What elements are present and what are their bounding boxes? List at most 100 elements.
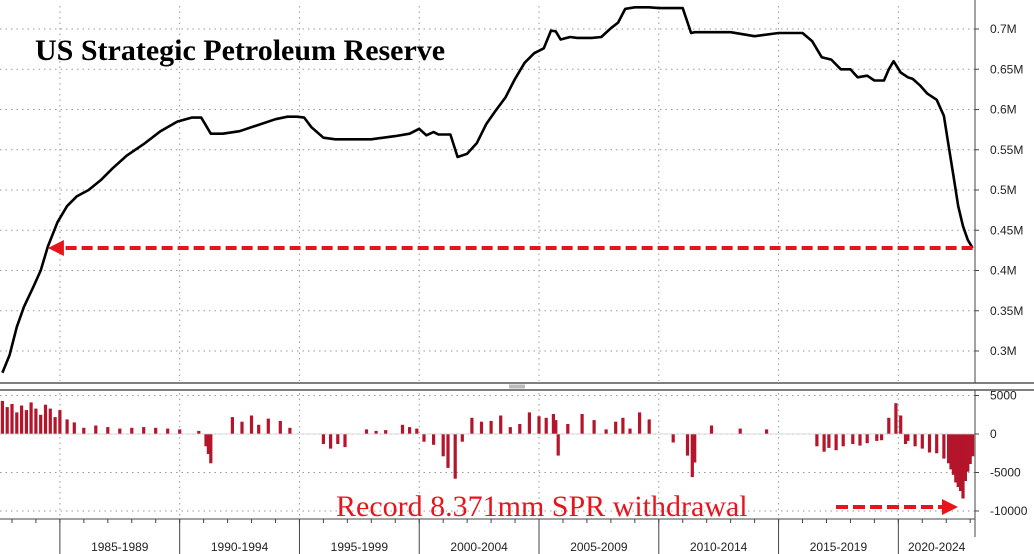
weekly-change-bar xyxy=(206,434,210,454)
weekly-change-bar xyxy=(266,418,270,434)
weekly-change-bar xyxy=(29,402,33,434)
weekly-change-bar xyxy=(556,434,560,456)
weekly-change-bar xyxy=(343,434,347,448)
weekly-change-bar xyxy=(166,428,170,434)
weekly-change-bar xyxy=(374,430,378,434)
spr-inventory-line xyxy=(1,6,974,374)
weekly-change-bar xyxy=(10,404,14,434)
weekly-change-bar xyxy=(400,424,405,434)
weekly-change-bar xyxy=(566,424,570,434)
x-period-label: 2000-2004 xyxy=(450,540,508,554)
weekly-change-bar xyxy=(336,434,340,444)
x-axis-period-labels: 1985-1989 1990-1994 1995-1999 2000-2004 2005… xyxy=(91,540,966,554)
weekly-change-bar xyxy=(971,434,975,457)
weekly-change-bar xyxy=(628,428,632,434)
weekly-change-bar xyxy=(58,410,62,434)
weekly-change-bar xyxy=(5,407,9,434)
weekly-change-bar xyxy=(887,417,891,434)
arrow-head xyxy=(47,239,64,256)
weekly-change-bar xyxy=(551,414,555,434)
weekly-change-bar xyxy=(638,412,642,434)
bottom-y-tick-label: -5000 xyxy=(990,466,1021,480)
weekly-change-bar xyxy=(43,404,48,434)
weekly-change-bar xyxy=(48,408,52,434)
weekly-change-bar xyxy=(954,434,958,483)
weekly-change-bar xyxy=(968,434,972,464)
weekly-change-bar xyxy=(118,428,122,434)
weekly-change-bar xyxy=(966,434,970,472)
weekly-change-bar xyxy=(822,434,826,452)
top-y-tick-label: 0.45M xyxy=(990,223,1023,237)
weekly-change-bar xyxy=(240,421,244,434)
weekly-change-bar xyxy=(815,434,819,447)
weekly-change-bar xyxy=(20,405,24,434)
x-period-label: 1995-1999 xyxy=(331,540,389,554)
weekly-change-bar xyxy=(527,412,531,434)
weekly-change-bar xyxy=(875,434,879,441)
weekly-change-bar xyxy=(604,429,608,434)
weekly-change-bar xyxy=(956,434,960,488)
weekly-change-bar xyxy=(24,410,28,434)
weekly-change-bar xyxy=(693,434,697,463)
weekly-change-bar xyxy=(841,434,845,447)
weekly-change-bar xyxy=(321,434,325,444)
weekly-change-bar xyxy=(53,417,57,434)
weekly-change-bar xyxy=(508,427,512,434)
weekly-change-bar xyxy=(621,417,625,434)
weekly-change-bar xyxy=(154,427,158,434)
bottom-y-tick-label: -10000 xyxy=(990,504,1028,518)
weekly-change-bar xyxy=(65,419,69,434)
top-y-tick-label: 0.7M xyxy=(990,22,1017,36)
weekly-change-bar xyxy=(460,434,464,442)
panel-resize-handle[interactable] xyxy=(509,384,525,389)
weekly-change-bar xyxy=(671,434,675,443)
weekly-change-bar xyxy=(329,434,333,449)
weekly-change-bar xyxy=(592,420,596,434)
weekly-change-bar xyxy=(204,434,208,447)
weekly-change-bar xyxy=(230,417,234,434)
weekly-change-bar xyxy=(858,434,862,446)
weekly-change-bar xyxy=(544,417,548,434)
weekly-change-bar xyxy=(288,427,292,434)
reference-level-arrow xyxy=(47,239,973,256)
weekly-change-bar xyxy=(39,414,43,435)
weekly-change-bar xyxy=(935,434,939,454)
arrow-head xyxy=(942,499,958,515)
bottom-chart-gridlines xyxy=(0,393,975,517)
weekly-change-bar xyxy=(453,434,457,479)
weekly-change-bar xyxy=(913,434,917,447)
top-y-tick-label: 0.65M xyxy=(990,62,1023,76)
weekly-change-bar xyxy=(554,420,558,434)
weekly-change-bar xyxy=(106,427,110,434)
top-y-tick-label: 0.55M xyxy=(990,143,1023,157)
top-y-tick-label: 0.4M xyxy=(990,264,1017,278)
record-withdrawal-arrow xyxy=(836,499,958,515)
weekly-change-bar xyxy=(880,434,884,441)
weekly-change-bar xyxy=(489,420,493,434)
bottom-y-tick-label: 0 xyxy=(990,427,997,441)
weekly-change-bar xyxy=(518,424,522,434)
weekly-change-bar xyxy=(408,427,412,434)
weekly-change-bar xyxy=(903,434,908,444)
top-y-tick-label: 0.6M xyxy=(990,103,1017,117)
weekly-change-bar xyxy=(899,415,903,434)
x-period-label: 2010-2014 xyxy=(690,540,748,554)
weekly-change-bar xyxy=(257,424,261,434)
top-y-axis-labels: 0.3M 0.35M 0.4M 0.45M 0.5M 0.55M 0.6M 0.65M 0.7M xyxy=(975,22,1023,358)
weekly-change-bar xyxy=(765,429,769,434)
weekly-change-bar xyxy=(197,430,201,434)
weekly-change-bar xyxy=(963,434,967,481)
weekly-change-bar xyxy=(479,421,484,434)
record-withdrawal-annotation: Record 8.371mm SPR withdrawal xyxy=(336,490,748,523)
x-period-label: 2020-2024 xyxy=(908,540,966,554)
bottom-y-tick-label: 5000 xyxy=(990,389,1017,403)
weekly-change-bar xyxy=(209,434,213,464)
weekly-change-bar xyxy=(827,434,831,448)
top-y-tick-label: 0.5M xyxy=(990,183,1017,197)
top-y-tick-label: 0.3M xyxy=(990,344,1017,358)
weekly-change-bar xyxy=(249,415,254,434)
weekly-change-bar xyxy=(384,430,388,434)
weekly-change-bar xyxy=(690,434,694,478)
